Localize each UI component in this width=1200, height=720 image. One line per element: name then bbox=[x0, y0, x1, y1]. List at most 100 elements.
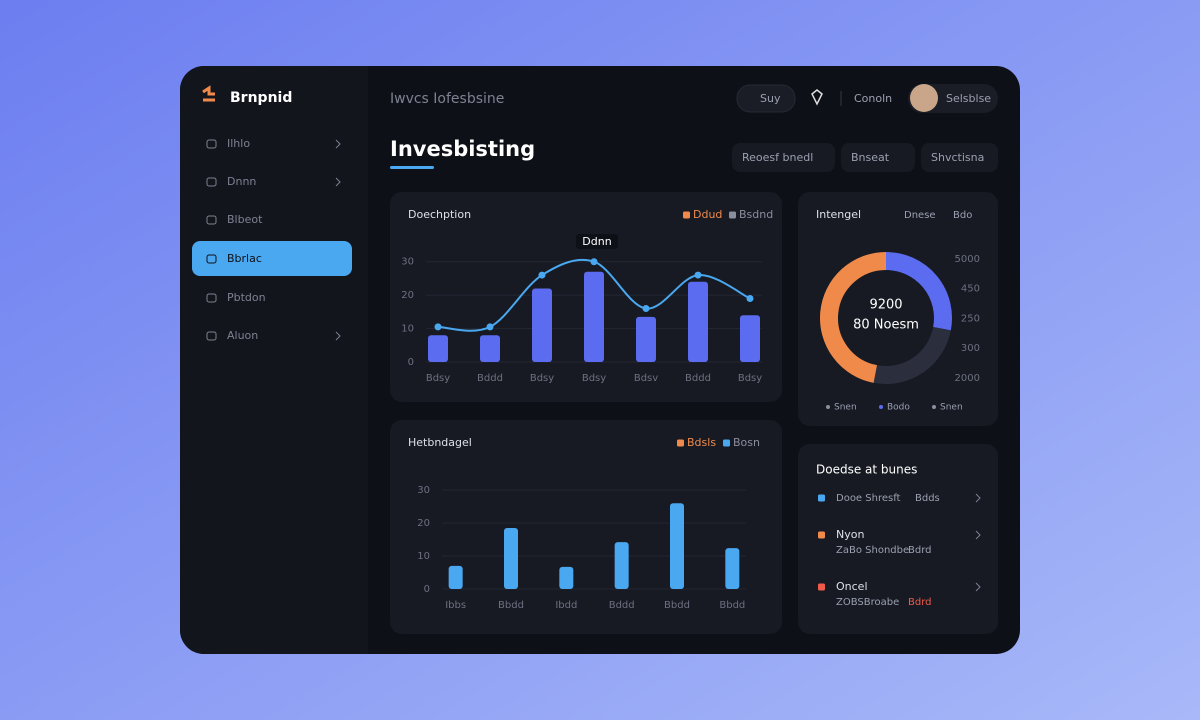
chevron bbox=[335, 331, 341, 341]
filter[interactable] bbox=[921, 143, 998, 172]
list-title: Nyon bbox=[836, 528, 864, 541]
filter-label: Shvctisna bbox=[931, 151, 984, 164]
list-marker bbox=[818, 494, 825, 502]
nav-label[interactable]: Bbrlac bbox=[227, 252, 262, 265]
user-name: Selsblse bbox=[946, 92, 991, 105]
legend-label: Bdsls bbox=[687, 436, 716, 449]
x-tick-label: Bdsy bbox=[530, 373, 554, 384]
legend-label: Bdo bbox=[953, 210, 972, 221]
nav-label[interactable]: Blbeot bbox=[227, 213, 263, 226]
list-title: Doedse at bunes bbox=[816, 463, 917, 477]
chevron[interactable] bbox=[975, 493, 981, 503]
bar bbox=[448, 565, 463, 589]
nav-active[interactable] bbox=[192, 241, 352, 276]
bar bbox=[670, 503, 684, 589]
x-tick-label: Ibbs bbox=[445, 600, 466, 611]
nav-label[interactable]: Dnnn bbox=[227, 175, 256, 188]
sidebar bbox=[180, 66, 368, 654]
legend-dot bbox=[932, 405, 936, 409]
line-point bbox=[694, 271, 702, 279]
legend-dot bbox=[879, 405, 883, 409]
legend-label: Bosn bbox=[733, 436, 760, 449]
list-tag: Bdrd bbox=[908, 597, 932, 608]
bar bbox=[504, 527, 518, 589]
scale-label: 450 bbox=[961, 284, 980, 295]
x-tick-label: Bbdd bbox=[664, 600, 690, 611]
y-tick-label: 20 bbox=[401, 290, 414, 301]
y-tick-label: 20 bbox=[417, 518, 430, 529]
chart-title: Intengel bbox=[816, 208, 861, 221]
y-tick-label: 10 bbox=[417, 551, 430, 562]
list-sub: ZaBo Shondbe bbox=[836, 545, 909, 556]
x-tick-label: Bddd bbox=[477, 373, 503, 384]
scale-label: 300 bbox=[961, 343, 980, 354]
legend-label: Bodo bbox=[887, 403, 910, 413]
bar bbox=[480, 335, 500, 362]
line-point bbox=[434, 323, 442, 331]
x-tick-label: Bdsv bbox=[634, 373, 658, 384]
filter[interactable] bbox=[732, 143, 835, 172]
filter-label: Reoesf bnedl bbox=[742, 151, 813, 164]
nav-icon bbox=[206, 139, 217, 149]
notification-icon[interactable] bbox=[811, 89, 823, 106]
list-marker bbox=[818, 531, 825, 539]
legend-swatch bbox=[677, 439, 684, 447]
panel bbox=[798, 444, 998, 634]
list-marker bbox=[818, 583, 825, 591]
filter-label: Bnseat bbox=[851, 151, 890, 164]
x-tick-label: Ibdd bbox=[555, 600, 577, 611]
avatar bbox=[910, 84, 938, 112]
bar bbox=[740, 315, 760, 362]
x-tick-label: Bddd bbox=[685, 373, 711, 384]
chevron bbox=[335, 177, 341, 187]
search[interactable] bbox=[736, 84, 796, 113]
nav-label[interactable]: Pbtdon bbox=[227, 291, 266, 304]
title-underline bbox=[390, 166, 434, 169]
chevron[interactable] bbox=[975, 530, 981, 540]
annotation-box bbox=[576, 234, 618, 249]
nav-icon bbox=[206, 331, 217, 341]
line-point bbox=[642, 305, 650, 313]
bar bbox=[636, 316, 656, 362]
x-tick-label: Bdsy bbox=[738, 373, 762, 384]
donut-center: 80 Noesm bbox=[853, 318, 919, 333]
scale-label: 250 bbox=[961, 313, 980, 324]
chart-title: Hetbndagel bbox=[408, 436, 472, 449]
breadcrumb: Iwvcs Iofesbsine bbox=[390, 91, 504, 107]
x-tick-label: Bbdd bbox=[498, 600, 524, 611]
list-sub: ZOBSBroabe bbox=[836, 597, 899, 608]
filter[interactable] bbox=[841, 143, 915, 172]
legend-label: Snen bbox=[940, 403, 963, 413]
bar bbox=[725, 548, 740, 589]
line-point bbox=[746, 294, 754, 302]
line-point bbox=[538, 271, 546, 279]
x-tick-label: Bdsy bbox=[582, 373, 606, 384]
y-tick-label: 0 bbox=[408, 357, 414, 368]
x-tick-label: Bdsy bbox=[426, 373, 450, 384]
x-tick-label: Bddd bbox=[609, 600, 635, 611]
annotation: Ddnn bbox=[582, 235, 611, 248]
legend-label: Bsdnd bbox=[739, 208, 773, 221]
brand-logo bbox=[202, 85, 215, 102]
y-tick-label: 30 bbox=[417, 485, 430, 496]
bar bbox=[584, 271, 604, 362]
nav-icon bbox=[206, 293, 217, 303]
legend-swatch bbox=[683, 211, 690, 219]
list-title: Oncel bbox=[836, 580, 868, 593]
brand: Brnpnid bbox=[230, 90, 292, 106]
list-tag: Bdds bbox=[915, 493, 940, 504]
nav-label[interactable]: Ilhlo bbox=[227, 137, 250, 150]
legend-label: Dnese bbox=[904, 210, 936, 221]
legend-swatch bbox=[729, 211, 736, 219]
y-tick-label: 30 bbox=[401, 257, 414, 268]
list-tag: Bdrd bbox=[908, 545, 932, 556]
header-action[interactable]: Conoln bbox=[854, 92, 892, 105]
legend-swatch bbox=[723, 439, 730, 447]
line-point bbox=[486, 323, 494, 331]
legend-dot bbox=[826, 405, 830, 409]
chevron[interactable] bbox=[975, 582, 981, 592]
donut-segment bbox=[820, 252, 887, 383]
nav-label[interactable]: Aluon bbox=[227, 329, 258, 342]
list-title: Dooe Shresft bbox=[836, 493, 901, 504]
